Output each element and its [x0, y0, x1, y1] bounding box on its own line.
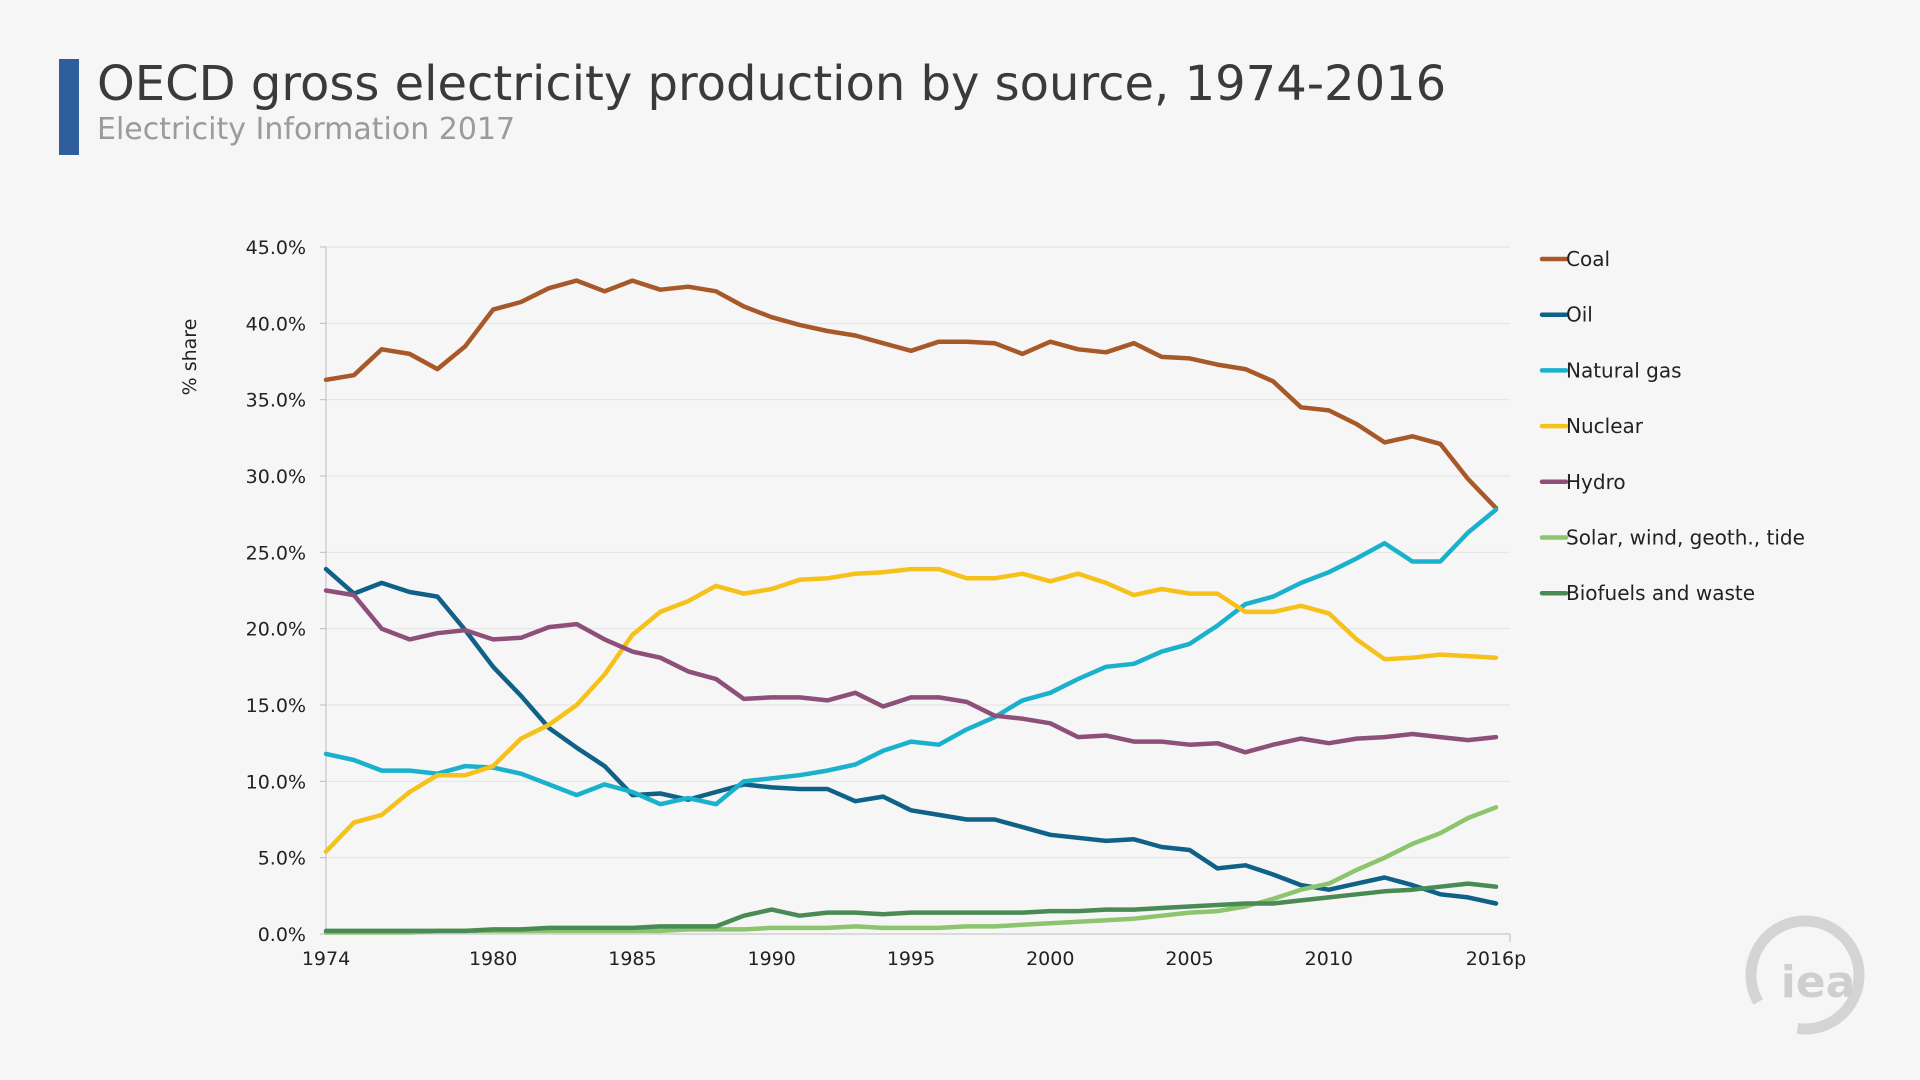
x-tick-label: 2000	[1026, 948, 1074, 970]
series-line-nuclear	[323, 566, 1499, 854]
x-axis-tick-labels: 1974 1980 1985 1990 1995 2000 2005 2010 2016p	[302, 948, 1526, 970]
iea-logo-icon: iea	[1745, 915, 1865, 1035]
legend-item: Natural gas	[1539, 358, 1682, 382]
iea-logo-text: iea	[1781, 957, 1856, 1008]
y-tick-label: 20.0%	[246, 619, 306, 641]
legend-item: Solar, wind, geoth., tide	[1539, 526, 1805, 550]
y-tick-label: 10.0%	[246, 771, 306, 793]
y-tick-label: 5.0%	[258, 848, 306, 870]
series-line-biofuels-and-waste	[323, 881, 1499, 934]
legend-label: Hydro	[1566, 470, 1626, 494]
series-line-oil	[323, 566, 1499, 906]
series-line-coal	[323, 278, 1499, 511]
y-axis-title: % share	[179, 319, 201, 396]
x-tick-label: 1974	[302, 948, 350, 970]
legend-item: Coal	[1539, 247, 1610, 271]
legend-item: Oil	[1539, 303, 1593, 327]
legend-label: Natural gas	[1566, 358, 1682, 382]
series-line-natural-gas	[323, 507, 1499, 807]
legend: Coal Oil Natural gas Nuclear Hydro Solar, win…	[1539, 247, 1805, 605]
y-tick-label: 40.0%	[246, 313, 306, 335]
legend-label: Solar, wind, geoth., tide	[1566, 526, 1805, 550]
y-tick-label: 15.0%	[246, 695, 306, 717]
legend-label: Nuclear	[1566, 414, 1644, 438]
series-line-hydro	[323, 588, 1499, 755]
y-axis-tick-labels: 0.0% 5.0% 10.0% 15.0% 20.0% 25.0% 30.0% 35.0% 40…	[246, 237, 306, 946]
x-tick-label: 1995	[887, 948, 935, 970]
chart-title: OECD gross electricity production by sou…	[97, 56, 1447, 112]
gridlines	[326, 246, 1510, 859]
legend-label: Oil	[1566, 303, 1593, 327]
x-tick-label: 2016p	[1466, 948, 1526, 970]
x-tick-label: 2010	[1305, 948, 1353, 970]
x-tick-label: 1980	[469, 948, 517, 970]
legend-label: Coal	[1566, 247, 1610, 271]
title-accent-bar	[59, 59, 79, 155]
series-lines	[323, 278, 1499, 935]
x-tick-label: 2005	[1165, 948, 1213, 970]
y-tick-label: 30.0%	[246, 466, 306, 488]
legend-label: Biofuels and waste	[1566, 581, 1755, 605]
y-tick-label: 25.0%	[246, 542, 306, 564]
chart-subtitle: Electricity Information 2017	[97, 112, 516, 147]
x-tick-label: 1985	[608, 948, 656, 970]
legend-item: Nuclear	[1539, 414, 1644, 438]
legend-item: Biofuels and waste	[1539, 581, 1755, 605]
y-tick-label: 35.0%	[246, 390, 306, 412]
legend-item: Hydro	[1539, 470, 1626, 494]
y-tick-label: 0.0%	[258, 924, 306, 946]
y-tick-label: 45.0%	[246, 237, 306, 259]
x-tick-label: 1990	[748, 948, 796, 970]
